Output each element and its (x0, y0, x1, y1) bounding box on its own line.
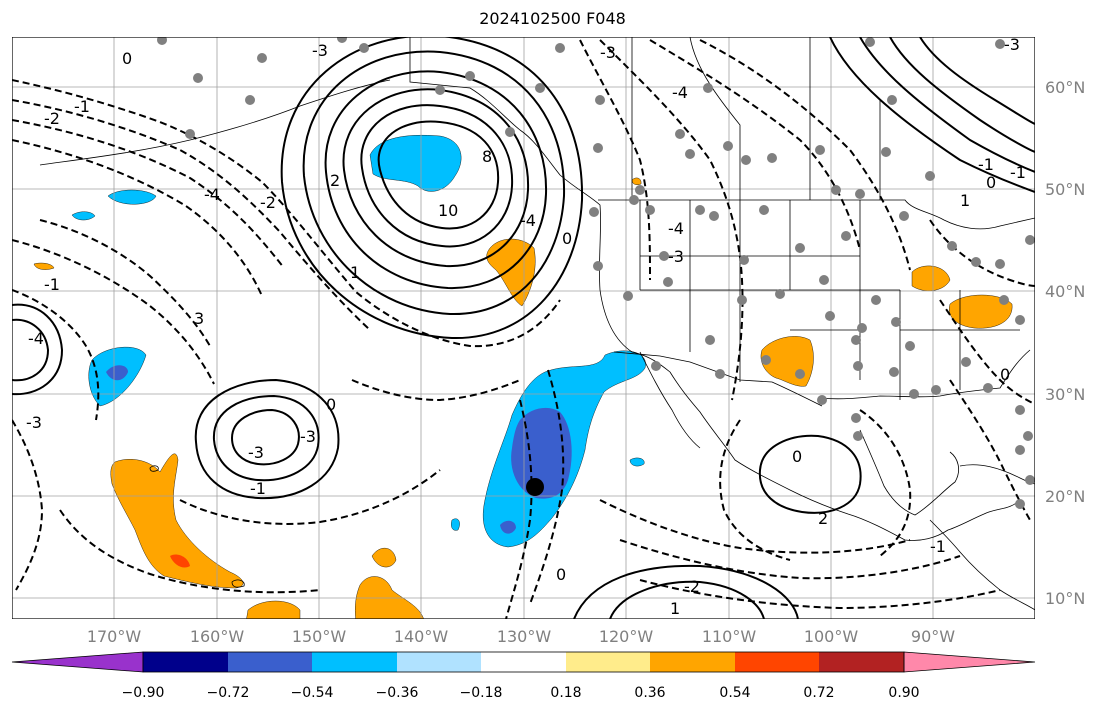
contour-label: -4 (204, 185, 220, 204)
colorbar-cell (735, 652, 819, 672)
contour-label: -1 (978, 155, 994, 174)
contour-label: -3 (1004, 35, 1020, 54)
contour-label: 0 (986, 173, 996, 192)
tracer-point-marker (526, 478, 544, 496)
contour-label: 0 (556, 565, 566, 584)
lat-label: 50°N (1045, 180, 1085, 199)
contour-label: 0 (792, 447, 802, 466)
contour-label: -3 (26, 413, 42, 432)
colorbar-tick-label: −0.18 (460, 685, 503, 701)
colorbar-cell (312, 652, 397, 672)
contour-label: -4 (520, 211, 536, 230)
shade-blue-gulf-alaska (369, 134, 462, 192)
lon-label: 170°W (87, 627, 142, 646)
contour-label: -1 (44, 275, 60, 294)
colorbar-cell (481, 652, 566, 672)
lon-label: 130°W (497, 627, 552, 646)
contour-label: -1 (74, 97, 90, 116)
contour-label: 3 (194, 309, 204, 328)
colorbar-tick-label: 0.54 (719, 685, 750, 701)
colorbar-cell (143, 652, 228, 672)
contour-label: -3 (600, 43, 616, 62)
shade-orange-south-1 (246, 600, 301, 619)
colorbar-cell (650, 652, 735, 672)
latitude-labels: 60°N 50°N 40°N 30°N 20°N 10°N (1045, 78, 1085, 608)
colorbar-tick-label: −0.54 (291, 685, 334, 701)
lat-label: 40°N (1045, 282, 1085, 301)
graticule (12, 37, 1035, 619)
colorbar-cell (228, 652, 312, 672)
contour-label: 0 (326, 395, 336, 414)
colorbar-extend-right (903, 651, 1036, 673)
colorbar-cell (566, 652, 650, 672)
lon-label: 140°W (394, 627, 449, 646)
contour-lines-dashed (12, 39, 1035, 619)
shade-orange-bc (631, 177, 642, 185)
contour-label: -1 (250, 479, 266, 498)
lon-label: 90°W (911, 627, 955, 646)
contour-label: -3 (248, 443, 264, 462)
lat-label: 30°N (1045, 385, 1085, 404)
shade-blue-small-e (629, 457, 645, 467)
map-title: 2024102500 F048 (479, 9, 626, 28)
contour-label: -3 (312, 41, 328, 60)
lon-label: 110°W (702, 627, 757, 646)
contour-label: 10 (438, 201, 458, 220)
contour-label: 1 (960, 191, 970, 210)
shade-orange-midwest-1 (911, 265, 951, 291)
lat-label: 60°N (1045, 78, 1085, 97)
contour-label: 1 (670, 599, 680, 618)
lat-label: 10°N (1045, 589, 1085, 608)
shade-orange-south-3 (371, 548, 397, 568)
colorbar-cell (819, 652, 904, 672)
colorbar-tick-label: −0.90 (122, 685, 165, 701)
shade-red-hawaii (170, 554, 190, 568)
contour-label: 2 (330, 171, 340, 190)
contour-lines (12, 37, 1035, 619)
shade-dark-blue-subtropical-2 (500, 520, 516, 534)
shade-orange-west-small (33, 262, 55, 270)
contour-label: -2 (44, 109, 60, 128)
shade-blue-west-2 (71, 211, 96, 221)
colorbar-tick-label: −0.72 (207, 685, 250, 701)
contour-label: -1 (930, 537, 946, 556)
shade-dark-blue-subtropical (511, 407, 572, 499)
contour-label: -4 (672, 83, 688, 102)
contour-label: -1 (1010, 163, 1026, 182)
contour-label: 1 (350, 263, 360, 282)
lon-label: 100°W (804, 627, 859, 646)
colorbar-tick-label: 0.18 (550, 685, 581, 701)
lon-label: 120°W (599, 627, 654, 646)
lon-label: 150°W (292, 627, 347, 646)
contour-label: -4 (28, 329, 44, 348)
contour-label: 8 (482, 147, 492, 166)
shade-blue-small-s (451, 518, 460, 531)
colorbar-extend-left (11, 651, 144, 673)
contour-label: -3 (300, 427, 316, 446)
colorbar-tick-label: 0.72 (803, 685, 834, 701)
colorbar-cell (397, 652, 481, 672)
shade-blue-west-1 (107, 189, 157, 205)
lon-label: 160°W (190, 627, 245, 646)
contour-label: -4 (668, 219, 684, 238)
contour-label: 0 (122, 49, 132, 68)
station-markers (157, 37, 1035, 509)
contour-label: 2 (818, 509, 828, 528)
colorbar-tick-label: 0.36 (634, 685, 665, 701)
longitude-labels: 170°W 160°W 150°W 140°W 130°W 120°W 110°… (87, 627, 955, 646)
colorbar-tick-label: −0.36 (376, 685, 419, 701)
lat-label: 20°N (1045, 487, 1085, 506)
contour-label: 0 (562, 229, 572, 248)
colorbar-tick-label: 0.90 (888, 685, 919, 701)
contour-label: -2 (684, 577, 700, 596)
shade-dark-blue-west-3 (106, 365, 128, 381)
contour-label: 0 (1000, 365, 1010, 384)
colorbar: −0.90 −0.72 −0.54 −0.36 −0.18 0.18 0.36 … (11, 651, 1036, 701)
coastlines-borders (39, 37, 1035, 611)
contour-label-group: -3 0 -3 -4 -1 -2 -4 -2 -1 3 8 10 2 -4 1 … (26, 35, 1026, 618)
contour-label: -3 (668, 247, 684, 266)
contour-label: -2 (260, 193, 276, 212)
